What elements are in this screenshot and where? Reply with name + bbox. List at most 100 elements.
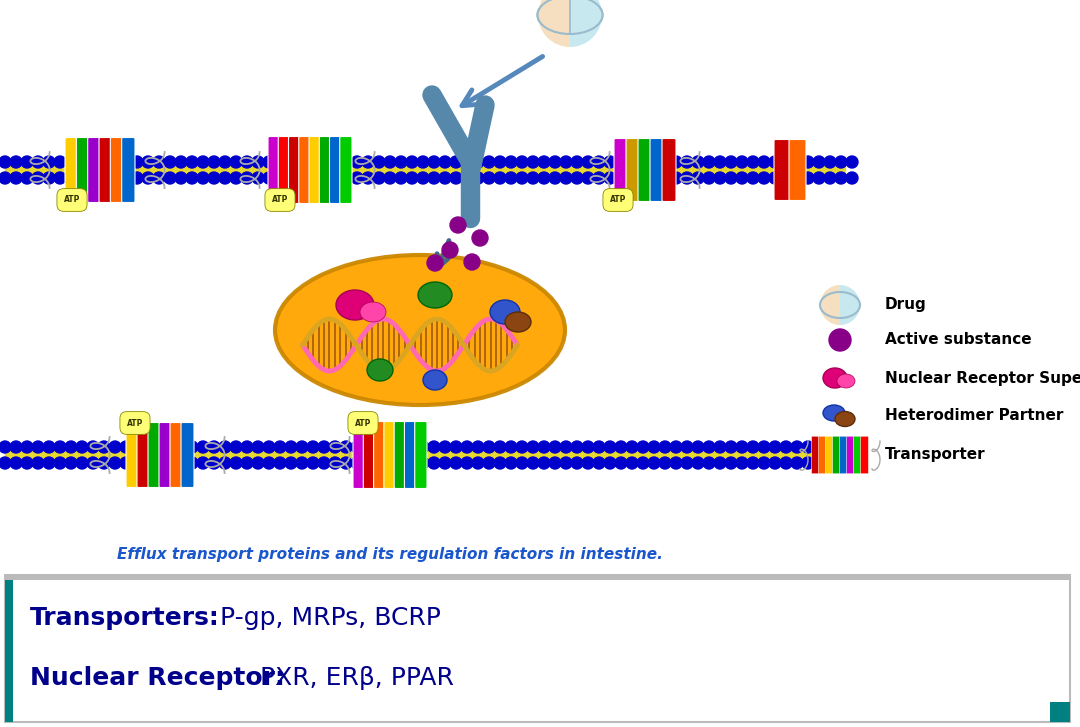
Circle shape — [351, 457, 363, 469]
Circle shape — [450, 457, 462, 469]
Circle shape — [802, 457, 814, 469]
Circle shape — [141, 441, 154, 453]
Circle shape — [21, 172, 33, 184]
Circle shape — [164, 441, 176, 453]
Text: P-gp, MRPs, BCRP: P-gp, MRPs, BCRP — [212, 606, 441, 630]
FancyBboxPatch shape — [99, 137, 112, 203]
Circle shape — [120, 441, 132, 453]
Ellipse shape — [823, 368, 847, 388]
Circle shape — [714, 156, 726, 168]
FancyBboxPatch shape — [374, 422, 386, 489]
Circle shape — [538, 172, 550, 184]
Circle shape — [175, 156, 187, 168]
Circle shape — [604, 441, 616, 453]
Circle shape — [527, 441, 539, 453]
Circle shape — [735, 441, 748, 453]
Circle shape — [438, 441, 451, 453]
Circle shape — [417, 457, 429, 469]
Circle shape — [692, 441, 704, 453]
Circle shape — [76, 457, 87, 469]
Circle shape — [571, 156, 583, 168]
Circle shape — [32, 172, 44, 184]
Circle shape — [264, 441, 275, 453]
Circle shape — [505, 172, 517, 184]
Circle shape — [802, 172, 814, 184]
FancyBboxPatch shape — [853, 436, 862, 474]
Circle shape — [494, 441, 507, 453]
FancyBboxPatch shape — [650, 139, 664, 201]
Circle shape — [219, 172, 231, 184]
Circle shape — [714, 457, 726, 469]
FancyBboxPatch shape — [811, 436, 820, 474]
Circle shape — [824, 156, 836, 168]
Circle shape — [626, 457, 638, 469]
Circle shape — [516, 441, 528, 453]
Circle shape — [714, 441, 726, 453]
FancyBboxPatch shape — [819, 436, 826, 474]
FancyBboxPatch shape — [839, 436, 848, 474]
Circle shape — [442, 242, 458, 258]
FancyBboxPatch shape — [126, 422, 139, 488]
Circle shape — [252, 156, 264, 168]
Bar — [5, 165, 845, 175]
Circle shape — [747, 156, 759, 168]
Ellipse shape — [336, 290, 374, 320]
Circle shape — [395, 172, 407, 184]
Circle shape — [175, 457, 187, 469]
Circle shape — [54, 156, 66, 168]
Circle shape — [76, 172, 87, 184]
Circle shape — [230, 441, 242, 453]
Circle shape — [153, 457, 165, 469]
Circle shape — [659, 441, 671, 453]
Circle shape — [175, 441, 187, 453]
Circle shape — [417, 172, 429, 184]
FancyBboxPatch shape — [110, 137, 124, 203]
FancyBboxPatch shape — [279, 137, 291, 204]
Circle shape — [109, 441, 121, 453]
Circle shape — [285, 441, 297, 453]
Circle shape — [219, 441, 231, 453]
Ellipse shape — [505, 312, 531, 332]
Circle shape — [109, 172, 121, 184]
FancyBboxPatch shape — [394, 422, 406, 489]
Circle shape — [329, 441, 341, 453]
Circle shape — [703, 156, 715, 168]
Circle shape — [659, 156, 671, 168]
Circle shape — [318, 441, 330, 453]
Circle shape — [351, 156, 363, 168]
Circle shape — [582, 156, 594, 168]
Circle shape — [670, 172, 681, 184]
Circle shape — [109, 457, 121, 469]
Circle shape — [87, 441, 99, 453]
Text: Efflux transport proteins and its regulation factors in intestine.: Efflux transport proteins and its regula… — [117, 547, 663, 563]
Circle shape — [131, 457, 143, 469]
FancyBboxPatch shape — [268, 137, 280, 204]
Circle shape — [824, 457, 836, 469]
Circle shape — [681, 156, 693, 168]
Circle shape — [735, 457, 748, 469]
Circle shape — [780, 156, 792, 168]
Circle shape — [428, 457, 440, 469]
Circle shape — [54, 457, 66, 469]
FancyBboxPatch shape — [299, 137, 311, 204]
Circle shape — [692, 156, 704, 168]
Circle shape — [835, 172, 847, 184]
Circle shape — [373, 457, 384, 469]
FancyBboxPatch shape — [847, 436, 854, 474]
Circle shape — [307, 156, 319, 168]
Circle shape — [120, 156, 132, 168]
Circle shape — [10, 457, 22, 469]
Circle shape — [87, 457, 99, 469]
Text: Nuclear Receptor Superfamily: Nuclear Receptor Superfamily — [885, 371, 1080, 385]
Circle shape — [427, 255, 443, 271]
Circle shape — [395, 441, 407, 453]
Circle shape — [615, 441, 627, 453]
Circle shape — [549, 441, 561, 453]
FancyBboxPatch shape — [320, 137, 332, 204]
Circle shape — [494, 457, 507, 469]
Circle shape — [362, 457, 374, 469]
Circle shape — [483, 457, 495, 469]
Circle shape — [43, 156, 55, 168]
Circle shape — [153, 441, 165, 453]
Circle shape — [54, 172, 66, 184]
